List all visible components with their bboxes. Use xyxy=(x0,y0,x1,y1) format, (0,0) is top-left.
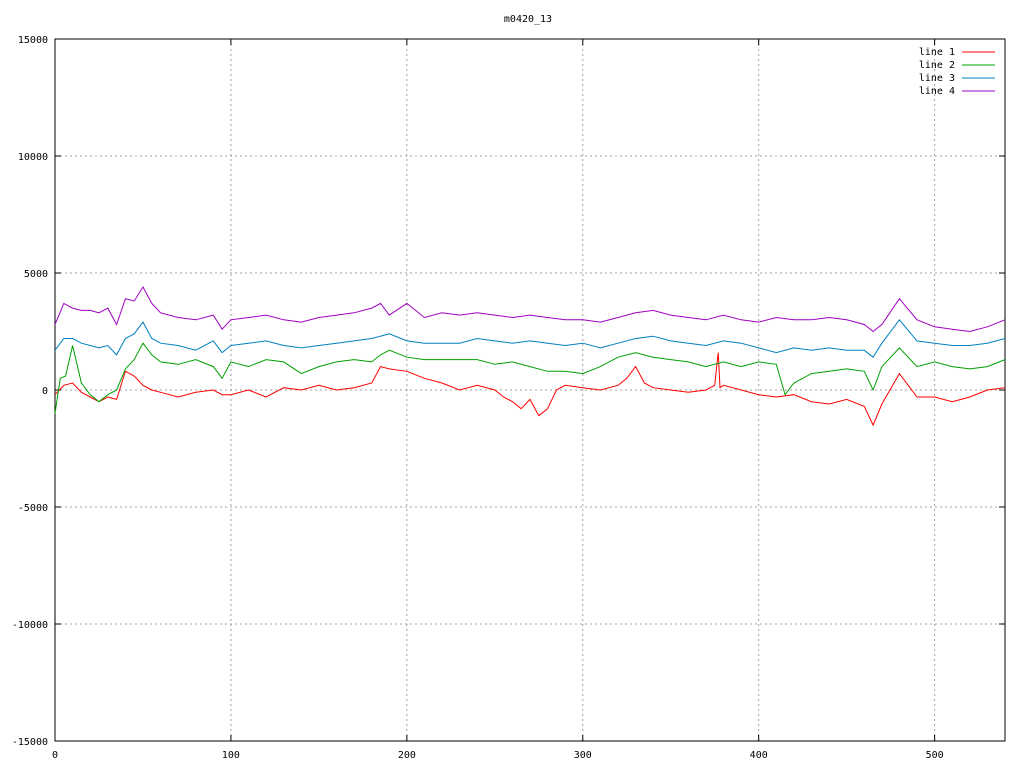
y-tick-label: -5000 xyxy=(18,503,48,514)
series-line-2 xyxy=(54,342,1006,414)
x-tick-label: 200 xyxy=(398,750,416,761)
y-tick-label: 10000 xyxy=(18,152,48,163)
grid-lines xyxy=(55,39,1005,741)
legend-label: line 1 xyxy=(919,47,955,58)
y-tick-label: 0 xyxy=(42,386,48,397)
legend-label: line 3 xyxy=(919,73,955,84)
y-tick-label: -15000 xyxy=(12,737,48,748)
x-tick-label: 100 xyxy=(222,750,240,761)
legend-label: line 2 xyxy=(919,60,955,71)
plot-frame xyxy=(54,38,1006,742)
y-tick-label: 15000 xyxy=(18,35,48,46)
y-tick-label: 5000 xyxy=(24,269,48,280)
x-tick-label: 500 xyxy=(926,750,944,761)
axes: 0 100 200 300 400 500 -15000 -10000 -5000 0 5000 10… xyxy=(12,35,1006,761)
series-line-4 xyxy=(54,286,1006,333)
x-tick-label: 400 xyxy=(750,750,768,761)
series-group xyxy=(54,286,1006,427)
x-tick-label: 0 xyxy=(52,750,58,761)
x-tick-label: 300 xyxy=(574,750,592,761)
series-line-1 xyxy=(54,352,1006,427)
chart-title: m0420_13 xyxy=(504,14,552,25)
legend-label: line 4 xyxy=(919,86,955,97)
y-tick-label: -10000 xyxy=(12,620,48,631)
legend: line 1 line 2 line 3 line 4 xyxy=(919,47,995,97)
series-line-3 xyxy=(54,318,1006,358)
